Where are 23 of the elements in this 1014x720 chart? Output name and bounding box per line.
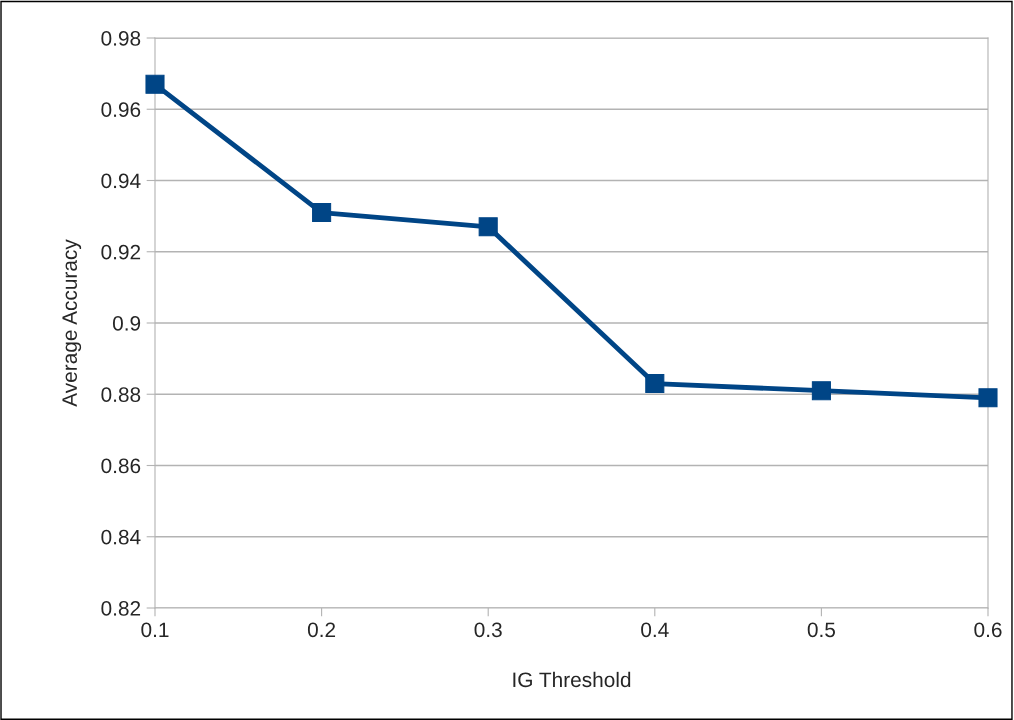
point: [312, 203, 332, 223]
y-tick-label: 0.96: [101, 102, 141, 117]
y-axis-title: Average Accuracy: [62, 239, 82, 407]
y-tick-label: 0.9: [112, 316, 141, 331]
point: [145, 74, 165, 94]
x-tick-label: 0.4: [641, 622, 669, 638]
y-tick-label: 0.88: [101, 387, 141, 402]
point: [978, 388, 998, 408]
y-tick-label: 0.82: [101, 601, 141, 616]
y-tick-label: 0.92: [101, 244, 141, 260]
x-tick-label: 0.3: [474, 622, 502, 638]
y-tick-label: 0.94: [101, 173, 141, 189]
x-tick-label: 0.2: [307, 622, 336, 638]
y-tick-label: 0.86: [101, 458, 141, 474]
x-axis-title: IG Threshold: [513, 671, 631, 688]
point: [478, 217, 498, 237]
x-tick-label: 0.5: [807, 622, 836, 638]
point: [811, 381, 831, 401]
point: [645, 374, 665, 394]
x-tick-label: 0.6: [974, 622, 1002, 638]
y-tick-label: 0.98: [101, 31, 141, 46]
x-tick-label: 0.1: [141, 622, 169, 638]
y-tick-label: 0.84: [101, 529, 141, 545]
